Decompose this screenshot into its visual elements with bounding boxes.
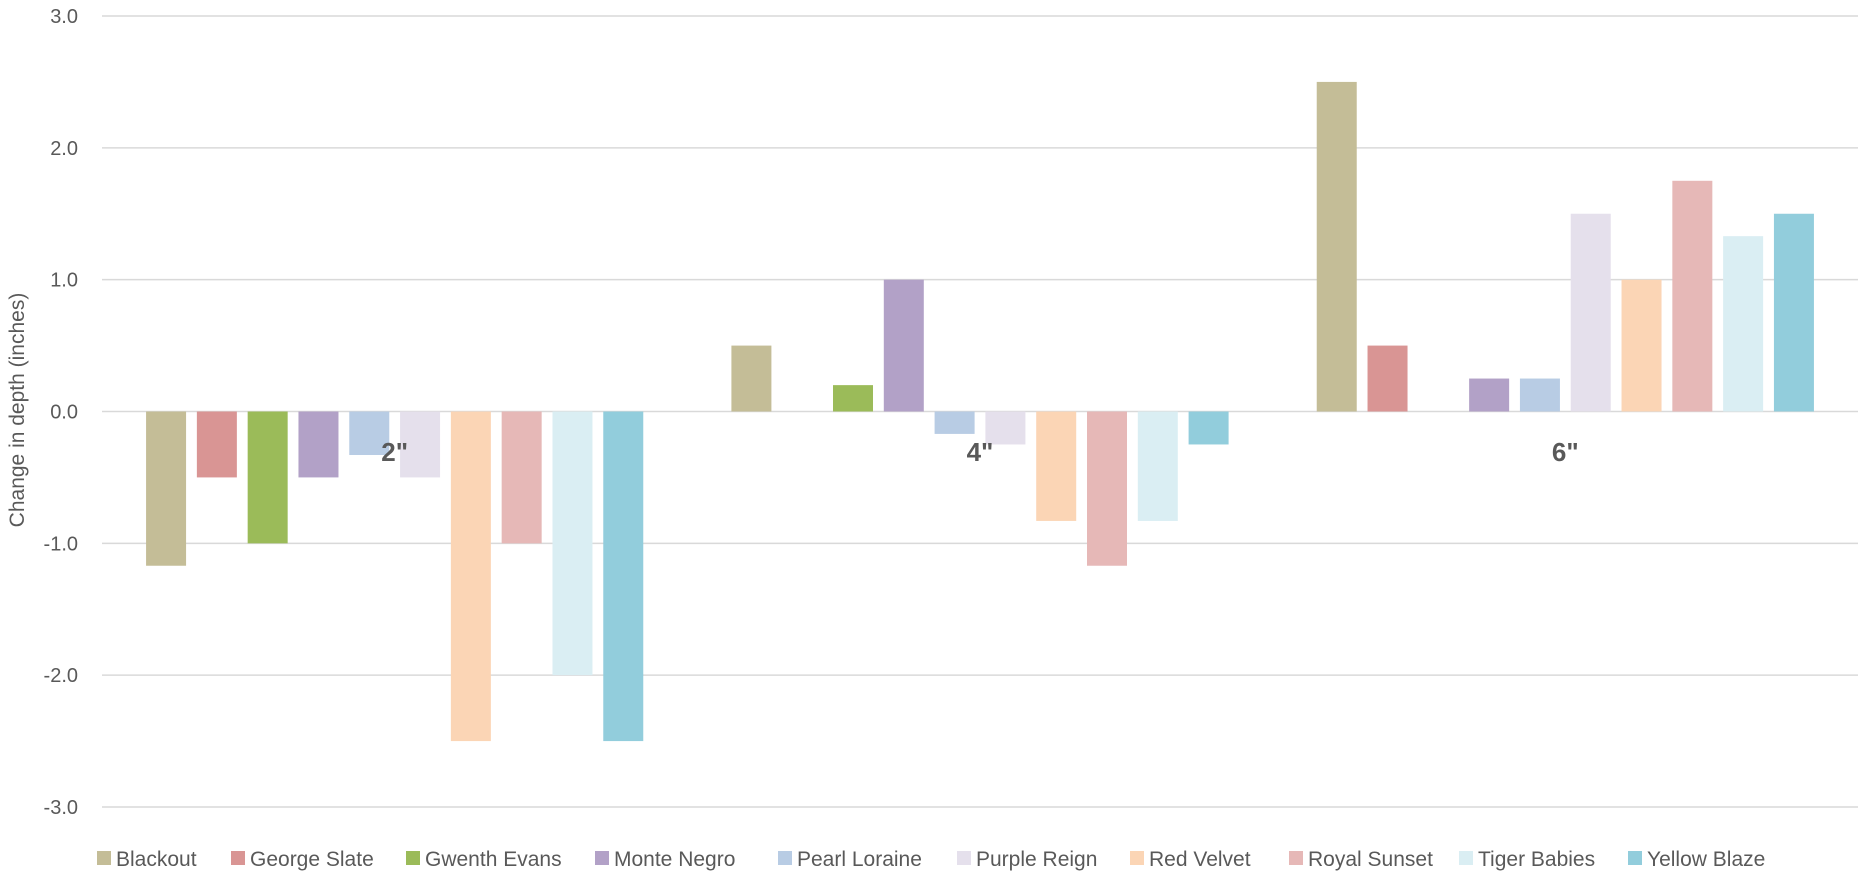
bar [1316,81,1357,412]
bar [1469,378,1510,412]
y-tick-label: 3.0 [50,6,78,28]
bar [1519,378,1560,412]
legend-label: Yellow Blaze [1647,848,1765,871]
category-label: 2" [381,437,408,467]
bar [833,385,873,412]
bar [1137,411,1178,521]
bar [934,411,975,434]
category-labels: 2" 4" 6" [381,437,1578,467]
legend: Blackout George Slate Gwenth Evans Monte Ne… [97,848,1765,871]
legend-swatch [1130,851,1144,865]
bar [247,411,288,544]
bar [552,411,593,676]
legend-swatch [406,851,420,865]
bar [1188,411,1229,445]
y-tick-label: -3.0 [44,797,78,819]
legend-label: Purple Reign [976,848,1097,871]
bar [298,411,339,478]
bar [985,411,1026,445]
y-tick-label: 2.0 [50,138,78,160]
legend-swatch [1459,851,1473,865]
bar [1036,411,1077,521]
legend-label: Royal Sunset [1308,848,1433,871]
legend-swatch [97,851,111,865]
legend-label: Pearl Loraine [797,848,922,871]
y-tick-label: -2.0 [44,665,78,687]
legend-label: Red Velvet [1149,848,1251,871]
bar [196,411,237,478]
bar [1773,213,1814,412]
legend-label: George Slate [250,848,374,871]
bar [1723,236,1764,412]
bar [400,411,441,478]
legend-swatch [1628,851,1642,865]
bar [146,411,187,566]
bar [883,279,924,412]
bar [1087,411,1127,566]
legend-swatch [231,851,245,865]
bar [1672,180,1713,412]
bar [1367,345,1408,412]
legend-label: Gwenth Evans [425,848,562,871]
legend-label: Monte Negro [614,848,735,871]
legend-swatch [595,851,609,865]
y-tick-label: 1.0 [50,270,78,292]
category-label: 4" [967,437,994,467]
y-axis-tick-labels: 3.0 2.0 1.0 0.0 -1.0 -2.0 -3.0 [44,6,78,819]
bar [349,411,390,456]
bar [603,411,644,742]
category-label: 6" [1552,437,1579,467]
bar [1621,279,1662,412]
bar [501,411,542,544]
bars [146,81,1814,742]
y-tick-label: 0.0 [50,402,78,424]
y-tick-label: -1.0 [44,533,78,555]
legend-swatch [778,851,792,865]
bar [731,345,772,412]
bar [1570,213,1611,412]
legend-label: Blackout [116,848,197,871]
bar [450,411,491,742]
legend-swatch [1289,851,1303,865]
gridlines [102,15,1858,808]
y-axis-title: Change in depth (inches) [6,293,29,528]
legend-label: Tiger Babies [1478,848,1595,871]
legend-swatch [957,851,971,865]
